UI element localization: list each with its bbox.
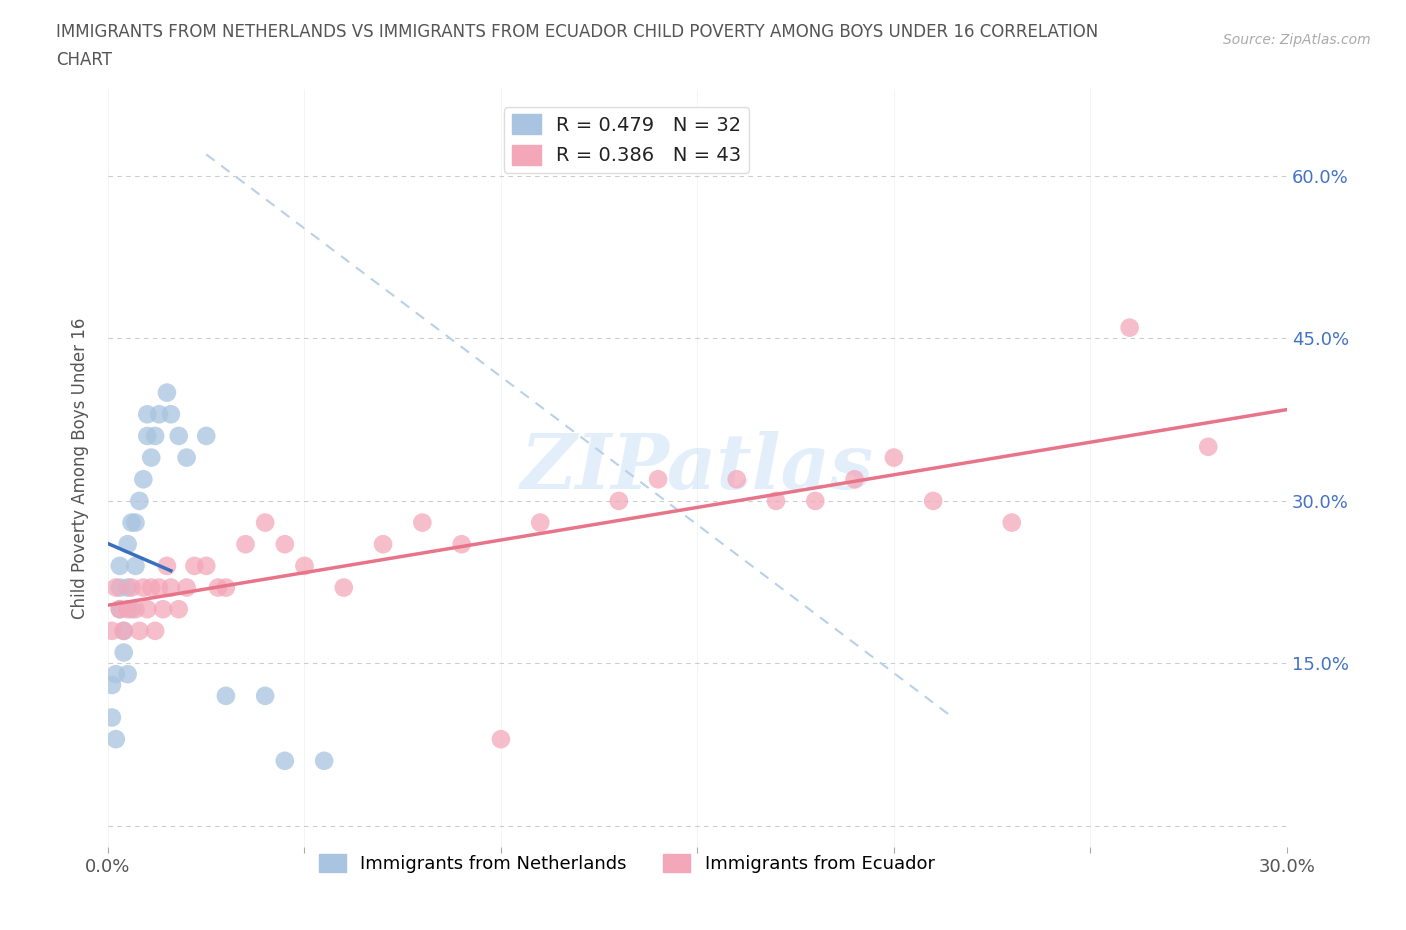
Point	[804, 494, 827, 509]
Point	[121, 580, 143, 595]
Point	[108, 602, 131, 617]
Point	[128, 494, 150, 509]
Point	[883, 450, 905, 465]
Point	[141, 450, 163, 465]
Text: CHART: CHART	[56, 51, 112, 69]
Point	[117, 580, 139, 595]
Point	[450, 537, 472, 551]
Point	[195, 558, 218, 573]
Point	[108, 602, 131, 617]
Point	[141, 580, 163, 595]
Point	[254, 515, 277, 530]
Point	[117, 667, 139, 682]
Point	[121, 602, 143, 617]
Point	[108, 558, 131, 573]
Point	[607, 494, 630, 509]
Text: Source: ZipAtlas.com: Source: ZipAtlas.com	[1223, 33, 1371, 46]
Point	[176, 580, 198, 595]
Point	[235, 537, 257, 551]
Legend: Immigrants from Netherlands, Immigrants from Ecuador: Immigrants from Netherlands, Immigrants …	[312, 846, 942, 880]
Point	[132, 580, 155, 595]
Point	[101, 678, 124, 693]
Point	[148, 580, 170, 595]
Point	[274, 537, 297, 551]
Point	[136, 602, 159, 617]
Point	[112, 623, 135, 638]
Point	[156, 385, 179, 400]
Point	[143, 429, 166, 444]
Point	[215, 688, 238, 703]
Point	[207, 580, 229, 595]
Point	[332, 580, 354, 595]
Point	[148, 406, 170, 421]
Point	[167, 602, 190, 617]
Y-axis label: Child Poverty Among Boys Under 16: Child Poverty Among Boys Under 16	[72, 318, 89, 619]
Point	[167, 429, 190, 444]
Point	[101, 623, 124, 638]
Point	[117, 537, 139, 551]
Point	[124, 515, 146, 530]
Point	[108, 580, 131, 595]
Point	[156, 558, 179, 573]
Point	[294, 558, 316, 573]
Point	[112, 623, 135, 638]
Point	[215, 580, 238, 595]
Point	[121, 515, 143, 530]
Text: IMMIGRANTS FROM NETHERLANDS VS IMMIGRANTS FROM ECUADOR CHILD POVERTY AMONG BOYS : IMMIGRANTS FROM NETHERLANDS VS IMMIGRANT…	[56, 23, 1098, 41]
Point	[922, 494, 945, 509]
Point	[152, 602, 174, 617]
Point	[132, 472, 155, 486]
Point	[647, 472, 669, 486]
Point	[529, 515, 551, 530]
Point	[136, 406, 159, 421]
Point	[143, 623, 166, 638]
Point	[844, 472, 866, 486]
Point	[160, 580, 183, 595]
Point	[274, 753, 297, 768]
Point	[160, 406, 183, 421]
Point	[124, 602, 146, 617]
Point	[195, 429, 218, 444]
Point	[371, 537, 394, 551]
Point	[124, 558, 146, 573]
Point	[101, 710, 124, 724]
Point	[411, 515, 433, 530]
Point	[489, 732, 512, 747]
Point	[117, 602, 139, 617]
Point	[725, 472, 748, 486]
Point	[136, 429, 159, 444]
Point	[254, 688, 277, 703]
Point	[1197, 439, 1219, 454]
Point	[112, 645, 135, 660]
Point	[1001, 515, 1024, 530]
Point	[128, 623, 150, 638]
Point	[183, 558, 205, 573]
Point	[1118, 320, 1140, 335]
Point	[176, 450, 198, 465]
Point	[104, 732, 127, 747]
Point	[104, 667, 127, 682]
Text: ZIPatlas: ZIPatlas	[520, 432, 875, 505]
Point	[314, 753, 336, 768]
Point	[765, 494, 787, 509]
Point	[104, 580, 127, 595]
